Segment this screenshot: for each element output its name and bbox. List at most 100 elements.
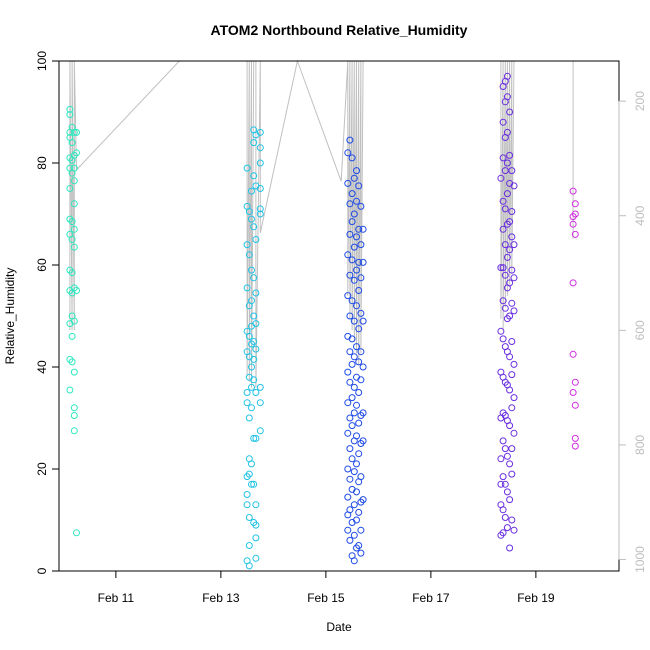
- data-point: [68, 236, 76, 243]
- data-point: [499, 506, 507, 514]
- data-point: [346, 536, 354, 544]
- plot-frame: [58, 60, 620, 572]
- data-point: [350, 317, 358, 325]
- data-point: [357, 473, 365, 481]
- data-point: [346, 230, 354, 238]
- data-point: [357, 376, 365, 384]
- data-point: [499, 473, 507, 481]
- x-tick-label: Feb 19: [517, 591, 555, 605]
- data-point: [508, 404, 516, 412]
- data-point: [353, 197, 360, 205]
- series-2: [344, 136, 367, 565]
- data-point: [571, 378, 579, 386]
- data-point: [499, 264, 507, 272]
- data-point: [499, 297, 507, 305]
- data-point: [252, 534, 260, 542]
- x-tick-label: Feb 17: [412, 591, 450, 605]
- data-point: [243, 389, 251, 396]
- data-point: [355, 450, 363, 458]
- data-point: [70, 243, 78, 251]
- data-point: [348, 218, 356, 226]
- data-point: [68, 269, 76, 277]
- y-tick-label: 80: [35, 156, 49, 170]
- y-axis-label: Relative_Humidity: [3, 268, 17, 365]
- pressure-trace-line: [69, 59, 574, 388]
- data-point: [344, 149, 352, 157]
- data-point: [497, 480, 505, 488]
- data-point: [350, 243, 358, 251]
- data-point: [243, 399, 251, 407]
- data-point: [506, 151, 514, 159]
- data-point: [245, 251, 253, 259]
- data-point: [346, 506, 354, 514]
- data-point: [503, 72, 511, 80]
- data-point: [346, 312, 354, 320]
- y-right-tick-label: 600: [633, 320, 647, 340]
- data-point: [344, 368, 352, 376]
- data-point: [499, 118, 507, 126]
- data-point: [357, 241, 365, 249]
- data-point: [357, 549, 365, 557]
- data-point: [245, 332, 253, 340]
- data-point: [346, 378, 354, 386]
- data-point: [510, 307, 518, 315]
- data-point: [256, 144, 264, 152]
- data-point: [250, 172, 258, 180]
- data-point: [357, 202, 365, 210]
- data-point: [348, 154, 356, 162]
- data-point: [344, 292, 352, 300]
- data-point: [70, 427, 78, 435]
- data-point: [252, 434, 260, 442]
- data-point: [70, 412, 78, 419]
- data-point: [355, 325, 363, 333]
- data-point: [499, 154, 507, 162]
- data-point: [250, 338, 258, 345]
- data-point: [506, 246, 514, 254]
- data-point: [256, 210, 264, 218]
- data-point: [252, 236, 260, 243]
- data-point: [70, 404, 78, 412]
- y-tick-label: 0: [35, 567, 49, 574]
- data-point: [250, 274, 258, 282]
- data-point: [571, 442, 579, 450]
- data-point: [68, 139, 76, 147]
- data-point: [348, 335, 356, 343]
- x-axis: Feb 11 Feb 13 Feb 15 Feb 17 Feb 19: [98, 570, 555, 605]
- data-point: [256, 159, 264, 167]
- data-point: [350, 501, 358, 509]
- points-layer: [66, 72, 579, 570]
- data-point: [348, 256, 356, 264]
- data-point: [350, 353, 358, 361]
- data-point: [357, 309, 365, 317]
- data-point: [357, 274, 365, 282]
- data-point: [73, 149, 80, 157]
- data-point: [508, 266, 516, 274]
- data-point: [355, 225, 363, 233]
- data-point: [350, 557, 358, 565]
- data-point: [353, 432, 360, 440]
- data-point: [248, 297, 255, 305]
- x-tick-label: Feb 13: [202, 591, 240, 605]
- data-point: [501, 445, 509, 453]
- data-point: [252, 554, 260, 562]
- data-point: [248, 383, 255, 391]
- data-point: [510, 274, 518, 282]
- data-point: [346, 475, 354, 483]
- y-right-tick-label: 800: [633, 435, 647, 455]
- data-point: [353, 302, 360, 310]
- data-point: [506, 279, 514, 287]
- series-4: [569, 187, 579, 450]
- data-point: [252, 501, 260, 509]
- series-0: [66, 105, 80, 537]
- data-point: [569, 389, 577, 396]
- data-point: [510, 182, 518, 190]
- data-point: [245, 470, 253, 478]
- data-point: [73, 128, 80, 136]
- data-point: [510, 394, 518, 402]
- data-point: [359, 225, 367, 233]
- data-point: [510, 429, 518, 437]
- data-point: [569, 279, 577, 287]
- data-point: [344, 526, 352, 534]
- data-point: [348, 190, 356, 198]
- data-point: [248, 480, 255, 488]
